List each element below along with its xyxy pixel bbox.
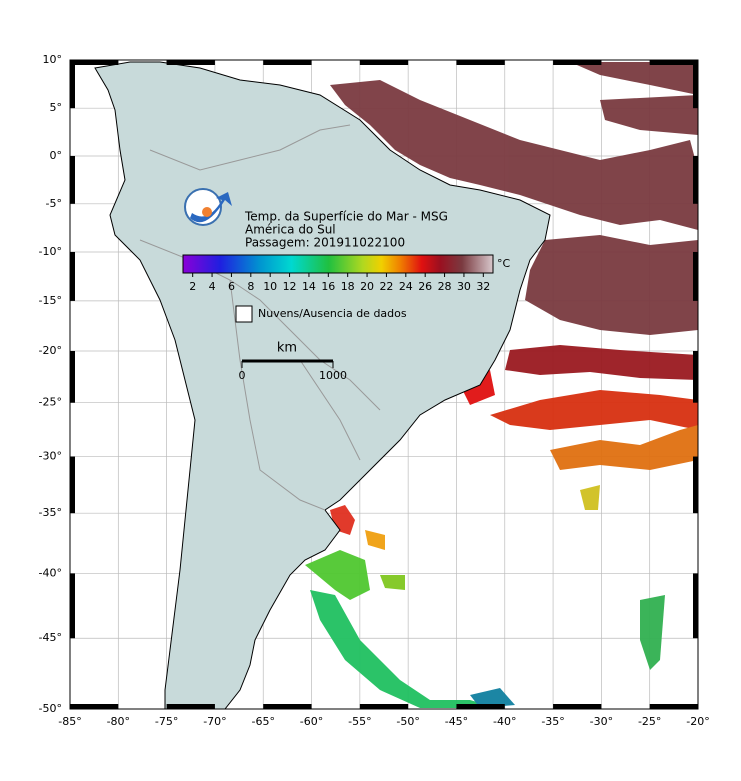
lon-label: -45°	[445, 715, 468, 728]
frame-segment	[166, 60, 215, 65]
legend-swatch	[235, 305, 253, 323]
frame-segment	[70, 60, 119, 65]
frame-border	[69, 59, 699, 710]
lat-label: -10°	[39, 245, 62, 258]
frame-segment	[693, 60, 698, 109]
colorbar-label: 32	[476, 280, 490, 293]
colorbar	[182, 254, 494, 274]
frame-segment	[70, 350, 75, 403]
colorbar-label: 14	[302, 280, 316, 293]
colorbar-label: 28	[438, 280, 452, 293]
lat-label: -5°	[46, 197, 62, 210]
colorbar-label: 18	[341, 280, 355, 293]
lon-label: -75°	[155, 715, 178, 728]
lat-label: -30°	[39, 450, 62, 463]
title-line: Temp. da Superfície do Mar - MSG	[244, 210, 448, 224]
frame-segment	[693, 155, 698, 204]
title-line: Passagem: 201911022100	[245, 236, 405, 250]
colorbar-label: 2	[189, 280, 196, 293]
scale-label: 1000	[319, 369, 347, 382]
colorbar-label: 26	[418, 280, 432, 293]
frame-segment	[553, 704, 602, 709]
colorbar-label: 20	[360, 280, 374, 293]
logo	[184, 188, 232, 226]
colorbar-label: 22	[379, 280, 393, 293]
legend-label: Nuvens/Ausencia de dados	[258, 307, 407, 320]
frame-segment	[693, 573, 698, 639]
lon-label: -50°	[396, 715, 419, 728]
frame-segment	[70, 60, 75, 109]
frame-segment	[263, 704, 312, 709]
frame-segment	[456, 60, 505, 65]
lon-label: -25°	[638, 715, 661, 728]
title-line: América do Sul	[245, 223, 336, 237]
frame-segment	[456, 704, 505, 709]
lat-label: 0°	[50, 149, 63, 162]
lon-label: -20°	[686, 715, 709, 728]
lon-label: -30°	[590, 715, 613, 728]
lon-label: -80°	[107, 715, 130, 728]
lat-label: -25°	[39, 396, 62, 409]
lon-label: -55°	[348, 715, 371, 728]
frame-segment	[166, 704, 215, 709]
frame-segment	[70, 456, 75, 514]
lat-label: -35°	[39, 506, 62, 519]
frame-segment	[649, 60, 698, 65]
colorbar-label: 6	[228, 280, 235, 293]
colorbar-unit: °C	[497, 257, 511, 270]
colorbar-label: 16	[321, 280, 335, 293]
labels: 10° 5° 0° -5° -10° -15° -20° -25° -30° -35° -40° -4…	[39, 53, 710, 728]
colorbar-label: 10	[263, 280, 277, 293]
frame-segment	[263, 60, 312, 65]
frame-segment	[359, 60, 409, 65]
lon-label: -70°	[203, 715, 226, 728]
frame-segment	[70, 704, 119, 709]
lat-label: -50°	[39, 702, 62, 715]
frame	[69, 59, 699, 710]
scale-unit: km	[277, 341, 297, 356]
frame-segment	[693, 350, 698, 403]
frame-segment	[359, 704, 409, 709]
lat-label: -20°	[39, 344, 62, 357]
frame-segment	[553, 60, 602, 65]
colorbar-label: 8	[247, 280, 254, 293]
frame-segment	[649, 704, 698, 709]
frame-segment	[70, 573, 75, 639]
frame-segment	[693, 456, 698, 514]
frame-segment	[70, 251, 75, 301]
colorbar-label: 30	[457, 280, 471, 293]
lon-label: -40°	[493, 715, 516, 728]
lat-label: -45°	[39, 631, 62, 644]
lat-label: 10°	[43, 53, 63, 66]
lon-label: -65°	[251, 715, 274, 728]
lon-label: -60°	[300, 715, 323, 728]
colorbar-label: 12	[283, 280, 297, 293]
frame-segment	[693, 251, 698, 301]
lon-label: -35°	[541, 715, 564, 728]
colorbar-label: 4	[209, 280, 216, 293]
lon-label: -85°	[58, 715, 81, 728]
scale-label: 0	[239, 369, 246, 382]
lat-label: 5°	[50, 101, 63, 114]
lat-label: -15°	[39, 294, 62, 307]
colorbar-label: 24	[399, 280, 413, 293]
lat-label: -40°	[39, 566, 62, 579]
sst-patches	[305, 62, 698, 708]
frame-segment	[70, 155, 75, 204]
